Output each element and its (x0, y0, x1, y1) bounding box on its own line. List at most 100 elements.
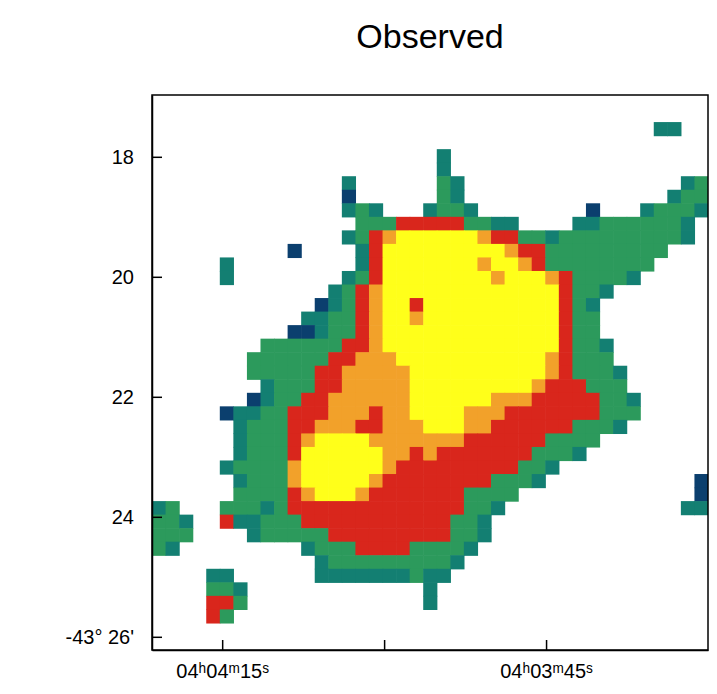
cell (640, 203, 654, 217)
cell (369, 244, 383, 258)
cell (274, 528, 288, 542)
cell (600, 230, 614, 244)
cell (600, 285, 614, 299)
cell (274, 379, 288, 393)
cell (355, 393, 369, 407)
cell (396, 325, 410, 339)
cell (572, 244, 586, 258)
cell (396, 555, 410, 569)
cell (423, 501, 437, 515)
cell (328, 501, 342, 515)
cell (247, 460, 261, 474)
cell (559, 257, 573, 271)
cell (355, 203, 369, 217)
cell (450, 393, 464, 407)
cell (342, 528, 356, 542)
cell (355, 298, 369, 312)
cell (369, 217, 383, 231)
cell (355, 271, 369, 285)
cell (545, 406, 559, 420)
cell (491, 379, 505, 393)
cell (383, 433, 397, 447)
cell (410, 515, 424, 529)
cell (355, 488, 369, 502)
cell (600, 271, 614, 285)
cell (233, 406, 247, 420)
cell (491, 230, 505, 244)
cell (288, 366, 302, 380)
cell (342, 406, 356, 420)
cell (477, 474, 491, 488)
cell (613, 406, 627, 420)
cell (559, 325, 573, 339)
cell (342, 298, 356, 312)
cell (423, 379, 437, 393)
cell (532, 257, 546, 271)
cell (545, 285, 559, 299)
cell (410, 447, 424, 461)
cell (355, 515, 369, 529)
cell (369, 366, 383, 380)
cell (464, 298, 478, 312)
tick-label: 24 (112, 506, 134, 528)
cell (477, 271, 491, 285)
cell (369, 460, 383, 474)
y-axis: 18202224-43° 26' (65, 96, 162, 651)
cell (355, 569, 369, 583)
cell (301, 460, 315, 474)
cell (559, 244, 573, 258)
cell (450, 285, 464, 299)
cell (383, 230, 397, 244)
cell (247, 393, 261, 407)
cell (260, 474, 274, 488)
cell (220, 596, 234, 610)
cell (586, 352, 600, 366)
cell (613, 217, 627, 231)
cell (301, 515, 315, 529)
cell (586, 244, 600, 258)
cell (491, 474, 505, 488)
cell (315, 339, 329, 353)
cell (505, 460, 519, 474)
cell (450, 352, 464, 366)
cell (450, 339, 464, 353)
cell (505, 271, 519, 285)
cell (450, 217, 464, 231)
cell (383, 501, 397, 515)
cell (450, 203, 464, 217)
cell (518, 447, 532, 461)
cell (491, 257, 505, 271)
cell (220, 609, 234, 623)
cell (396, 244, 410, 258)
cell (328, 447, 342, 461)
cell (518, 474, 532, 488)
cell (301, 312, 315, 326)
cell (315, 379, 329, 393)
axis-line (153, 650, 709, 652)
cell (328, 325, 342, 339)
cell (383, 244, 397, 258)
cell (369, 393, 383, 407)
cell (396, 460, 410, 474)
cell (613, 393, 627, 407)
cell (545, 244, 559, 258)
cell (491, 420, 505, 434)
cell (247, 406, 261, 420)
cell (342, 420, 356, 434)
cell (410, 366, 424, 380)
axis-line (152, 96, 154, 651)
cell (545, 298, 559, 312)
cell (559, 230, 573, 244)
cell (464, 460, 478, 474)
cell (613, 366, 627, 380)
cell (491, 271, 505, 285)
cell (342, 230, 356, 244)
cell (355, 406, 369, 420)
cell (491, 366, 505, 380)
cell (505, 339, 519, 353)
cell (166, 542, 180, 556)
cell (423, 244, 437, 258)
tick-mark (152, 517, 162, 519)
cell (423, 433, 437, 447)
cell (477, 406, 491, 420)
